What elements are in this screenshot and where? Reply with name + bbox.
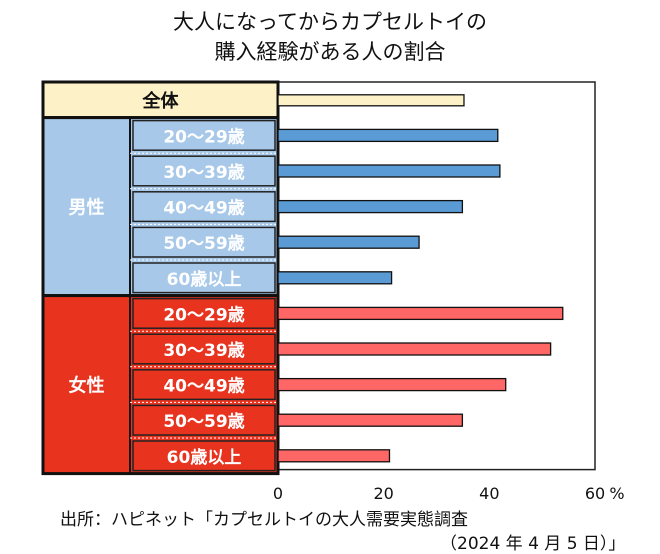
bar xyxy=(277,413,464,427)
row-label-box xyxy=(132,226,276,258)
row-label-box xyxy=(132,440,276,472)
x-tick-label: 60 xyxy=(585,484,605,503)
source-line2: （2024 年 4 月 5 日）」 xyxy=(440,534,626,554)
row-label: 50～59歳 xyxy=(163,233,244,254)
chart-title-line2: 購入経験がある人の割合 xyxy=(214,40,446,64)
bar xyxy=(277,306,564,321)
source-line1: 出所：ハピネット「カプセルトイの大人需要実態調査 xyxy=(60,510,468,530)
bar xyxy=(277,377,507,392)
row-label: 40～49歳 xyxy=(163,376,244,397)
row-label-overall: 全体 xyxy=(142,90,180,112)
row-label: 30～39歳 xyxy=(163,162,244,183)
x-tick-label: 40 xyxy=(479,484,499,503)
row-label-box xyxy=(132,333,276,365)
row-label: 50～59歳 xyxy=(163,411,244,432)
row-label: 20～29歳 xyxy=(163,304,244,325)
row-label-box xyxy=(132,297,276,329)
row-label-box xyxy=(132,155,276,187)
row-label: 60歳以上 xyxy=(167,269,242,290)
row-label-box xyxy=(132,262,276,294)
row-label: 60歳以上 xyxy=(167,447,242,468)
bar-overall xyxy=(277,94,465,107)
x-tick-label: 20 xyxy=(373,484,393,503)
x-unit-label: % xyxy=(609,484,624,503)
bar xyxy=(277,271,393,285)
bar xyxy=(277,235,420,249)
chart-title-line1: 大人になってからカプセルトイの xyxy=(173,10,487,34)
row-label-box xyxy=(132,191,276,223)
row-label-box xyxy=(132,119,276,151)
bar xyxy=(277,449,391,463)
row-label: 20～29歳 xyxy=(163,126,244,147)
row-label: 40～49歳 xyxy=(163,198,244,219)
row-label-box xyxy=(132,404,276,436)
group-label: 女性 xyxy=(69,375,105,397)
bar xyxy=(277,164,501,178)
bar xyxy=(277,128,499,143)
group-label: 男性 xyxy=(69,197,105,219)
bar xyxy=(277,199,464,214)
group-cell-1 xyxy=(41,294,280,476)
x-tick-label: 0 xyxy=(273,484,283,503)
bar xyxy=(277,342,552,356)
row-label: 30～39歳 xyxy=(163,340,244,361)
row-label-box xyxy=(132,369,276,401)
